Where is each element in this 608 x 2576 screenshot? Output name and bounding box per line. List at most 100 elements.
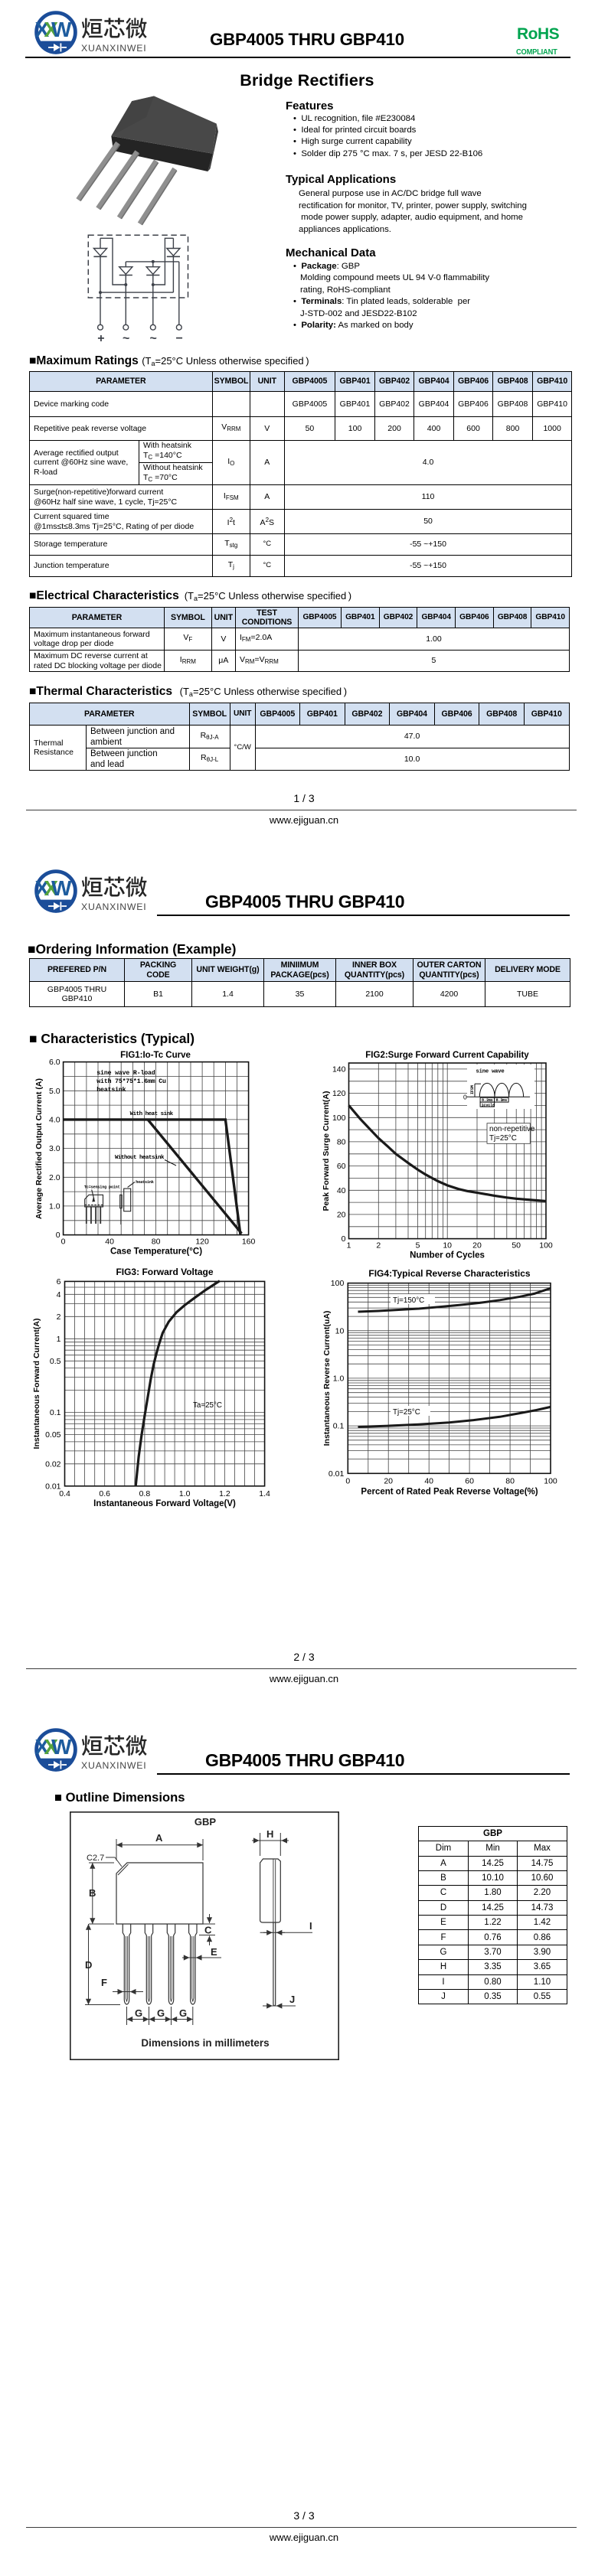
svg-text:Number of Cycles: Number of Cycles (410, 1251, 485, 1260)
svg-text:GBP: GBP (194, 1816, 217, 1828)
svg-text:Ta=25°C: Ta=25°C (193, 1401, 222, 1410)
svg-text:D: D (85, 1959, 92, 1971)
svg-text:0.1: 0.1 (50, 1408, 61, 1417)
svg-text:heatsink: heatsink (96, 1086, 126, 1094)
svg-text:FIG4:Typical Reverse Character: FIG4:Typical Reverse Characteristics (368, 1268, 531, 1279)
svg-text:8.3ms: 8.3ms (496, 1098, 508, 1103)
svg-text:E: E (211, 1946, 217, 1958)
svg-text:Case Temperature(°C): Case Temperature(°C) (110, 1247, 202, 1257)
svg-text:10: 10 (335, 1326, 345, 1335)
svg-text:1.4: 1.4 (259, 1489, 270, 1498)
svg-text:0.5: 0.5 (50, 1357, 61, 1366)
svg-text:C2.7: C2.7 (87, 1854, 104, 1863)
svg-text:1.0: 1.0 (49, 1202, 60, 1211)
svg-text:2: 2 (57, 1312, 61, 1322)
svg-text:0: 0 (61, 1237, 66, 1247)
svg-text:X: X (35, 876, 50, 900)
svg-text:0.8: 0.8 (139, 1489, 151, 1498)
svg-text:0.4: 0.4 (59, 1489, 70, 1498)
svg-text:20: 20 (337, 1210, 346, 1219)
svg-text:FIG1:Io-Tc Curve: FIG1:Io-Tc Curve (120, 1051, 191, 1060)
svg-text:0.01: 0.01 (329, 1469, 345, 1479)
svg-text:Tj=25°C: Tj=25°C (489, 1134, 517, 1143)
svg-text:sine wave R-load: sine wave R-load (96, 1069, 155, 1077)
svg-text:2: 2 (376, 1241, 381, 1251)
svg-text:XUANXINWEI: XUANXINWEI (81, 1760, 146, 1771)
svg-text:X: X (44, 18, 59, 41)
svg-text:0.6: 0.6 (99, 1489, 110, 1498)
svg-text:W: W (51, 876, 72, 900)
svg-text:40: 40 (424, 1476, 433, 1485)
svg-text:80: 80 (505, 1476, 515, 1485)
svg-text:1.0: 1.0 (179, 1489, 191, 1498)
svg-text:heatsink: heatsink (136, 1180, 153, 1185)
svg-text:non-repetitive: non-repetitive (489, 1125, 535, 1133)
svg-text:20: 20 (384, 1476, 393, 1485)
svg-text:10: 10 (443, 1241, 452, 1251)
svg-text:60: 60 (337, 1162, 346, 1171)
svg-text:1: 1 (57, 1335, 61, 1344)
svg-text:40: 40 (105, 1237, 114, 1247)
svg-text:0.05: 0.05 (45, 1430, 61, 1440)
svg-text:W: W (51, 1735, 72, 1759)
svg-text:160: 160 (242, 1237, 256, 1247)
svg-text:1cycle: 1cycle (482, 1103, 495, 1107)
svg-text:6.0: 6.0 (49, 1058, 60, 1067)
svg-text:8.3ms: 8.3ms (482, 1098, 493, 1103)
svg-text:B: B (89, 1887, 96, 1899)
svg-text:1.2: 1.2 (219, 1489, 230, 1498)
svg-text:0: 0 (463, 1094, 467, 1101)
svg-text:20: 20 (472, 1241, 482, 1251)
svg-text:X: X (44, 876, 59, 900)
svg-text:−: − (176, 332, 183, 345)
svg-text:80: 80 (152, 1237, 161, 1247)
svg-text:Without heatsink: Without heatsink (115, 1155, 165, 1161)
svg-text:120: 120 (195, 1237, 209, 1247)
svg-text:1: 1 (347, 1241, 351, 1251)
svg-text:100: 100 (332, 1114, 346, 1123)
svg-text:3.0: 3.0 (49, 1144, 60, 1153)
svg-text:4: 4 (57, 1290, 61, 1299)
svg-text:40: 40 (337, 1186, 346, 1195)
svg-text:Instantaneous Reverse Current(: Instantaneous Reverse Current(uA) (322, 1311, 332, 1446)
svg-text:6: 6 (57, 1277, 61, 1286)
svg-text:Instantaneous Forward Voltage(: Instantaneous Forward Voltage(V) (93, 1499, 236, 1508)
svg-text:0.1: 0.1 (333, 1422, 345, 1431)
svg-text:5.0: 5.0 (49, 1087, 60, 1096)
svg-text:5: 5 (416, 1241, 420, 1251)
svg-text:G: G (157, 2007, 165, 2019)
svg-text:Tc=sensing point: Tc=sensing point (84, 1185, 120, 1189)
svg-text:~: ~ (123, 332, 129, 345)
svg-text:X: X (35, 18, 50, 41)
svg-text:Instantaneous Forward Current(: Instantaneous Forward Current(A) (32, 1319, 41, 1449)
svg-text:120: 120 (332, 1089, 346, 1098)
svg-text:I: I (309, 1920, 312, 1932)
svg-text:A: A (155, 1832, 163, 1844)
svg-text:with 75*75*1.6mm Cu: with 75*75*1.6mm Cu (96, 1078, 166, 1085)
svg-text:W: W (51, 18, 72, 41)
svg-text:Average Rectified Output Curre: Average Rectified Output Current (A) (34, 1078, 44, 1219)
svg-text:4.0: 4.0 (49, 1115, 60, 1124)
svg-text:0: 0 (345, 1476, 350, 1485)
svg-text:XUANXINWEI: XUANXINWEI (81, 43, 146, 54)
svg-text:+: + (97, 332, 104, 345)
svg-text:Percent of Rated Peak Reverse: Percent of Rated Peak Reverse Voltage(%) (361, 1487, 538, 1496)
svg-text:Tj=150°C: Tj=150°C (393, 1296, 424, 1305)
svg-text:100: 100 (331, 1279, 345, 1288)
svg-text:FIG2:Surge Forward Current Cap: FIG2:Surge Forward Current Capability (365, 1051, 529, 1060)
svg-text:G: G (135, 2007, 142, 2019)
svg-text:F: F (101, 1977, 107, 1988)
svg-text:FIG3: Forward Voltage: FIG3: Forward Voltage (116, 1267, 213, 1277)
svg-text:140: 140 (332, 1065, 346, 1074)
svg-text:0: 0 (56, 1231, 60, 1240)
svg-text:X: X (44, 1735, 59, 1759)
svg-text:~: ~ (150, 332, 157, 345)
svg-text:G: G (179, 2007, 187, 2019)
svg-text:1.0: 1.0 (333, 1374, 345, 1383)
svg-text:sine wave: sine wave (476, 1068, 505, 1074)
svg-text:X: X (35, 1735, 50, 1759)
svg-text:C: C (204, 1925, 212, 1936)
svg-text:H: H (266, 1828, 273, 1840)
svg-text:60: 60 (465, 1476, 474, 1485)
svg-text:IFSM: IFSM (470, 1085, 475, 1094)
